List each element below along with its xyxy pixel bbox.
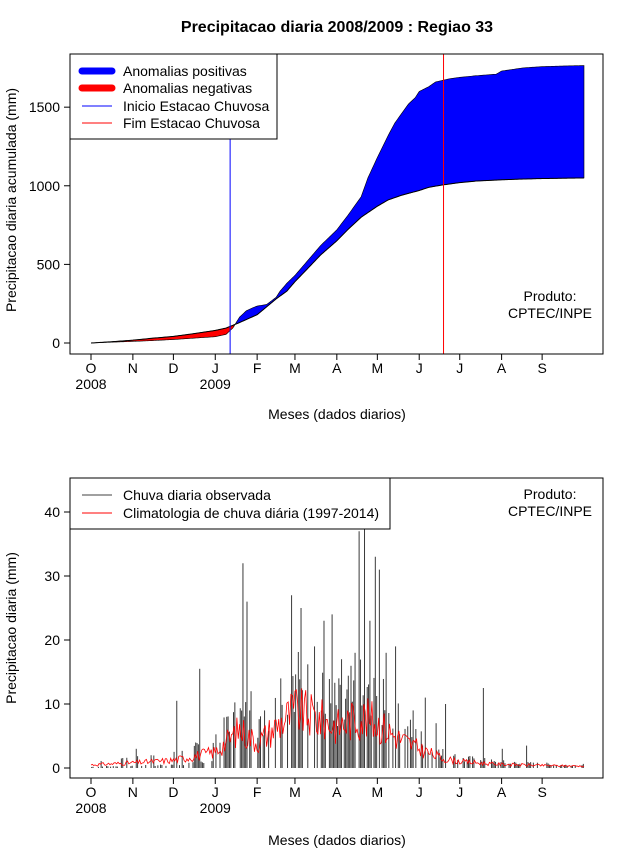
top-y-tick-label: 1500 <box>29 99 60 115</box>
bottom-x-tick-label: J <box>416 784 423 800</box>
bottom-y-tick-label: 40 <box>44 504 60 520</box>
top-x-tick-label: O <box>86 360 97 376</box>
legend-label-negative: Anomalias negativas <box>123 80 252 96</box>
bottom-y-axis-label: Precipitacao diaria (mm) <box>3 552 19 704</box>
top-x-tick-label: J <box>212 360 219 376</box>
top-x-tick-label: J <box>416 360 423 376</box>
legend-label-positive: Anomalias positivas <box>123 63 247 79</box>
bottom-chart-data <box>90 512 585 768</box>
chart-title: Precipitacao diaria 2008/2009 : Regiao 3… <box>181 19 493 36</box>
top-x-tick-label: N <box>128 360 138 376</box>
bottom-x-tick-label: M <box>372 784 384 800</box>
legend-label-observed: Chuva diaria observada <box>123 487 271 503</box>
top-x-tick-label: J <box>456 360 463 376</box>
top-x-axis-label: Meses (dados diarios) <box>268 406 406 422</box>
top-y-tick-label: 1000 <box>29 178 60 194</box>
top-x-tick-label: D <box>168 360 178 376</box>
legend-label-climatology: Climatologia de chuva diária (1997-2014) <box>123 505 379 521</box>
legend-label-season-start: Inicio Estacao Chuvosa <box>123 98 270 114</box>
bottom-x-tick-label: J <box>212 784 219 800</box>
top-year-label: 2009 <box>200 376 231 392</box>
bottom-y-tick-label: 10 <box>44 696 60 712</box>
bottom-x-tick-label: A <box>497 784 507 800</box>
bottom-x-axis-label: Meses (dados diarios) <box>268 832 406 848</box>
bottom-x-tick-label: J <box>456 784 463 800</box>
bottom-year-label: 2008 <box>75 800 106 816</box>
bottom-x-tick-label: F <box>253 784 262 800</box>
negative-anomaly-area <box>90 324 235 344</box>
climatology-daily-line <box>90 688 585 768</box>
top-product-line2: CPTEC/INPE <box>508 305 592 321</box>
legend-label-season-end: Fim Estacao Chuvosa <box>123 115 260 131</box>
bottom-x-tick-label: N <box>128 784 138 800</box>
top-axes: O N D J F M A M J J A S 2008 2009 0 500 1000 1500 <box>29 99 547 392</box>
positive-anomaly-area <box>233 65 585 327</box>
top-x-tick-label: M <box>289 360 301 376</box>
top-x-tick-label: F <box>253 360 262 376</box>
top-y-tick-label: 0 <box>52 335 60 351</box>
top-chart-data <box>90 54 585 354</box>
top-y-tick-label: 500 <box>37 256 61 272</box>
bottom-product-line2: CPTEC/INPE <box>508 503 592 519</box>
bottom-x-tick-label: S <box>537 784 546 800</box>
climatology-cumulative-line <box>90 177 585 344</box>
bottom-product-line1: Produto: <box>524 486 577 502</box>
bottom-year-label: 2009 <box>200 800 231 816</box>
top-x-tick-label: M <box>372 360 384 376</box>
top-x-tick-label: S <box>537 360 546 376</box>
top-product-line1: Produto: <box>524 288 577 304</box>
bottom-axes: O N D J F M A M J J A S 2008 2009 0 10 20 30 40 <box>44 504 546 816</box>
bottom-legend-box <box>69 477 391 530</box>
bottom-x-tick-label: A <box>332 784 342 800</box>
top-legend: Anomalias positivas Anomalias negativas … <box>69 53 278 140</box>
bottom-y-tick-label: 30 <box>44 568 60 584</box>
bottom-x-tick-label: M <box>289 784 301 800</box>
bottom-x-tick-label: O <box>86 784 97 800</box>
top-y-axis-label: Precipitacao diaria acumulada (mm) <box>3 88 19 312</box>
top-x-tick-label: A <box>497 360 507 376</box>
top-x-tick-label: A <box>332 360 342 376</box>
bottom-legend: Chuva diaria observada Climatologia de c… <box>69 477 391 530</box>
top-year-label: 2008 <box>75 376 106 392</box>
bottom-y-tick-label: 20 <box>44 632 60 648</box>
bottom-x-tick-label: D <box>168 784 178 800</box>
bottom-y-tick-label: 0 <box>52 760 60 776</box>
